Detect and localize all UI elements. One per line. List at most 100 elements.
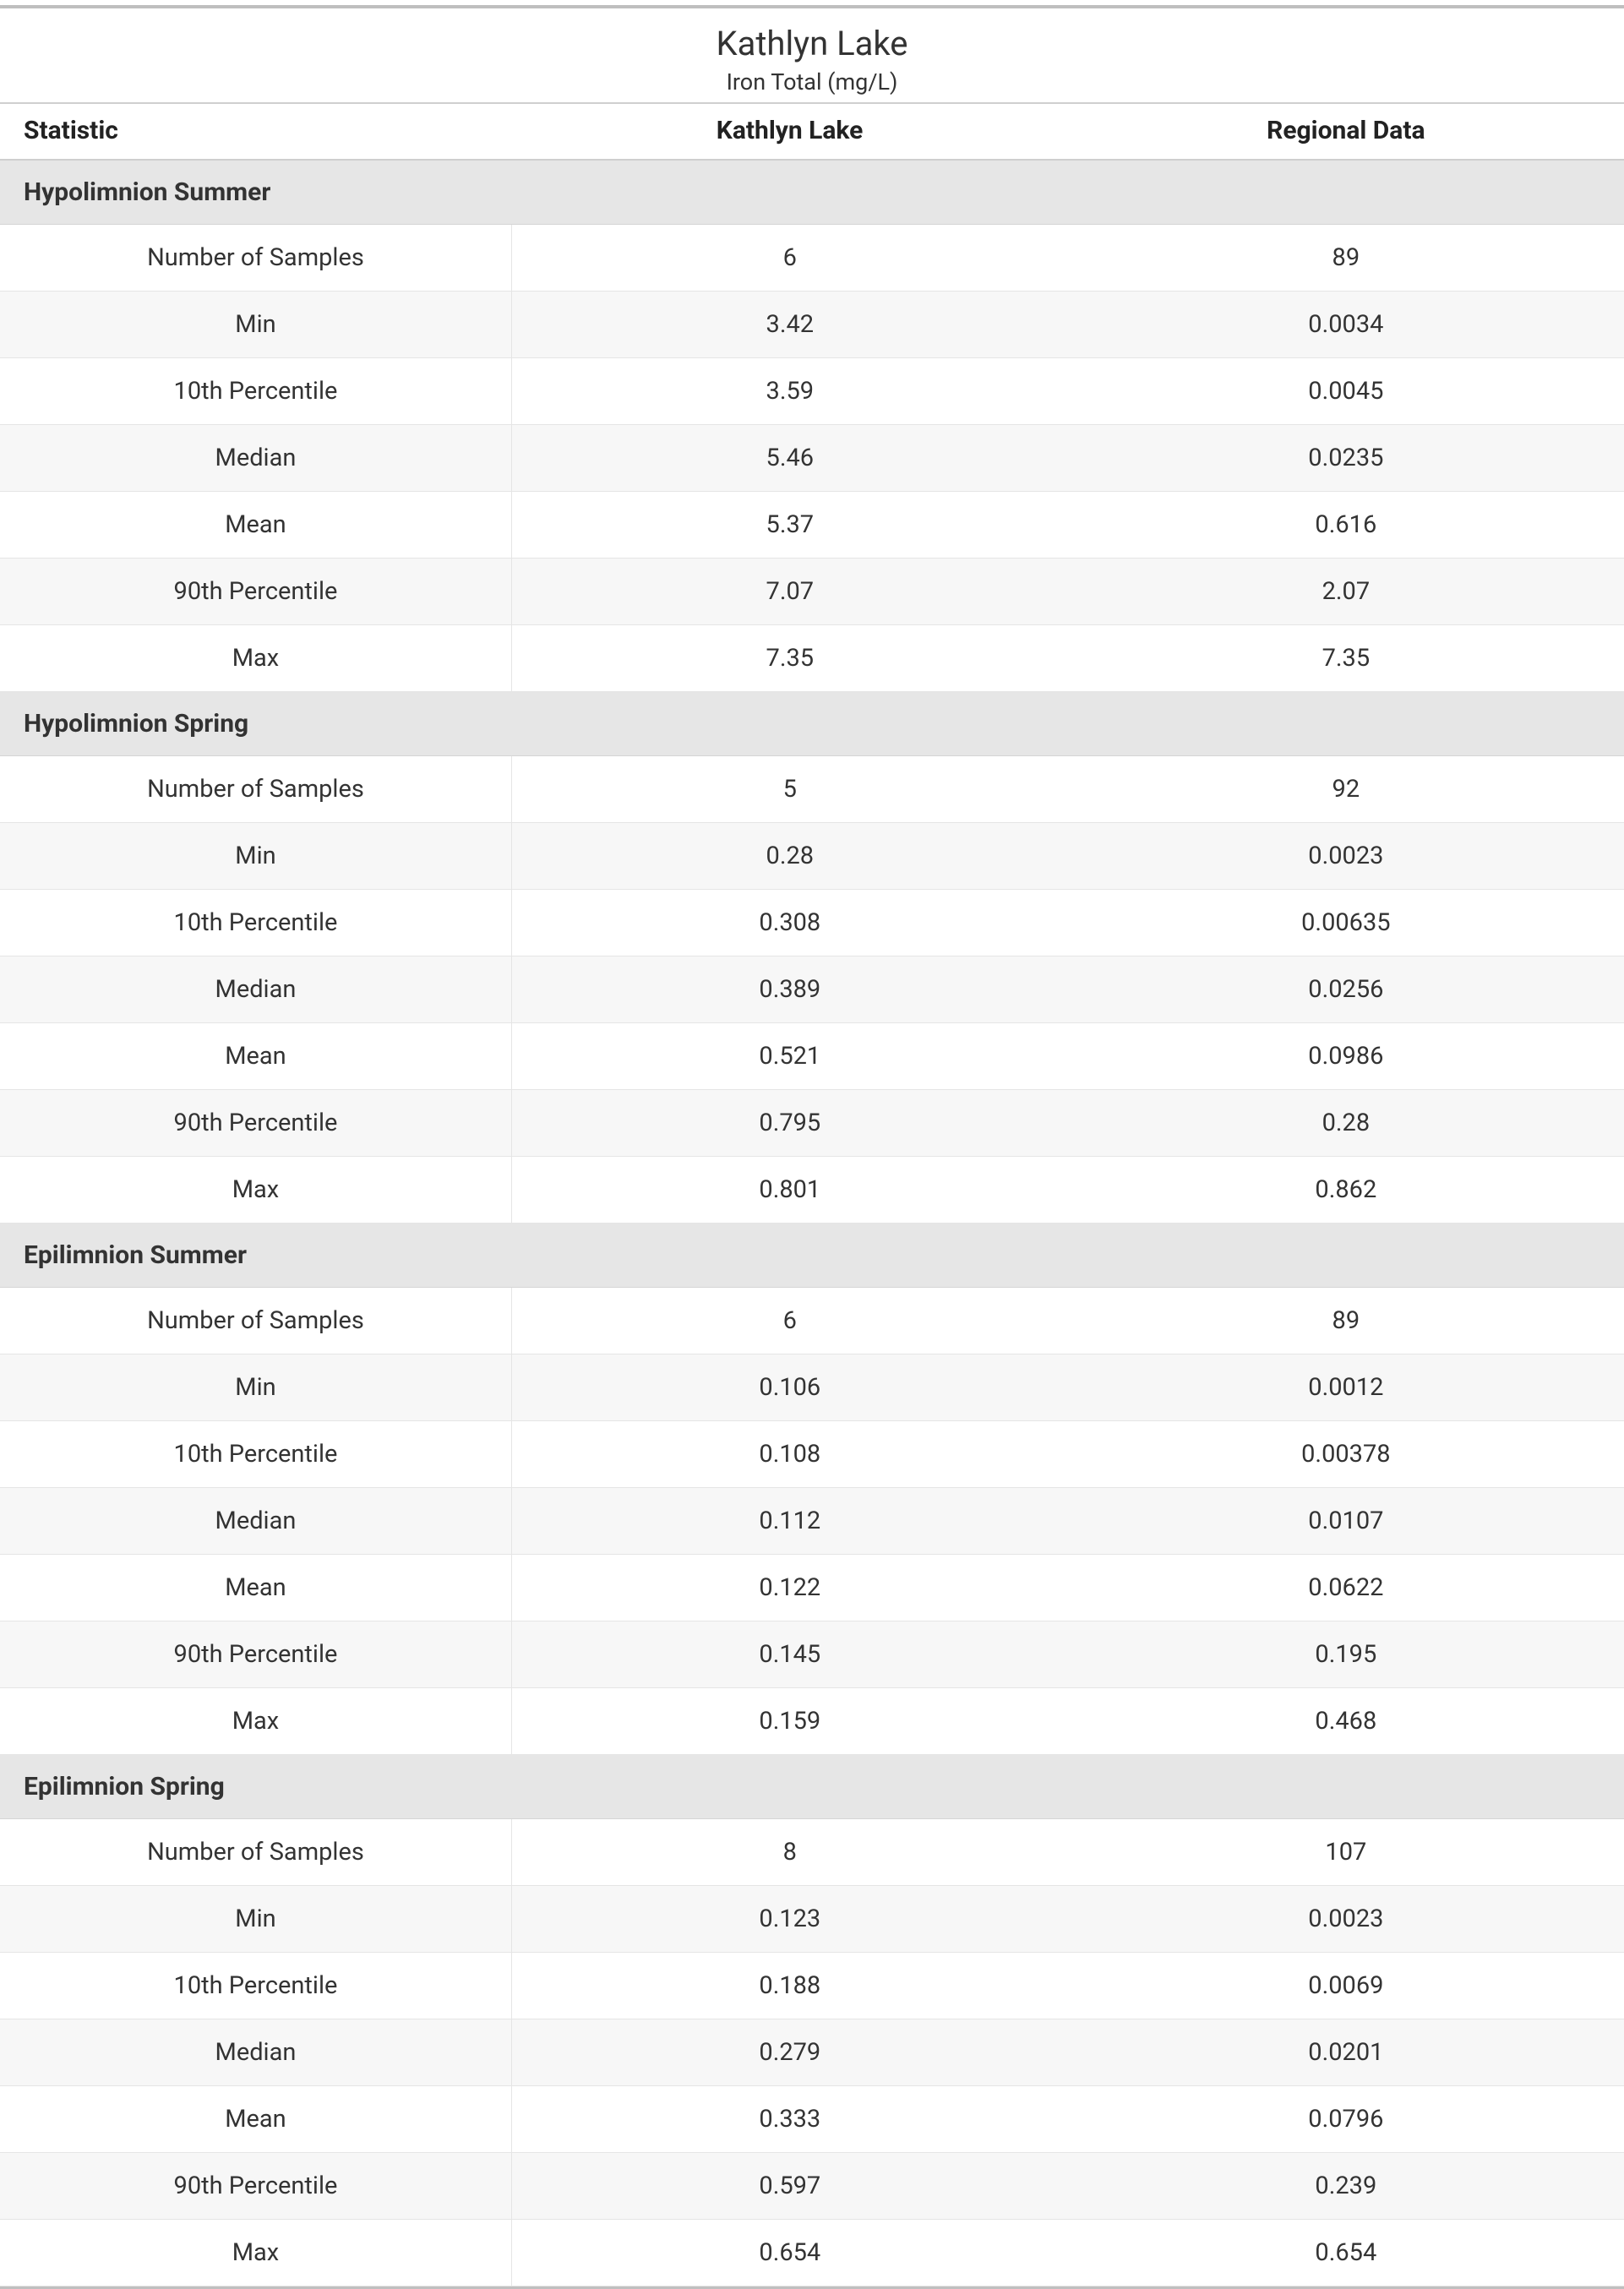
- site-value-cell: 7.35: [511, 625, 1067, 692]
- table-row: Min3.420.0034: [0, 292, 1624, 358]
- table-row: Median5.460.0235: [0, 425, 1624, 492]
- table-row: Mean5.370.616: [0, 492, 1624, 559]
- table-row: Max7.357.35: [0, 625, 1624, 692]
- stat-label-cell: Max: [0, 1688, 511, 1755]
- table-row: 90th Percentile0.1450.195: [0, 1621, 1624, 1688]
- table-row: 10th Percentile0.3080.00635: [0, 890, 1624, 956]
- regional-value-cell: 0.00378: [1068, 1421, 1624, 1488]
- table-row: Min0.280.0023: [0, 823, 1624, 890]
- table-row: 10th Percentile0.1880.0069: [0, 1953, 1624, 2019]
- site-value-cell: 0.521: [511, 1023, 1067, 1090]
- site-value-cell: 0.801: [511, 1157, 1067, 1224]
- table-row: 90th Percentile0.7950.28: [0, 1090, 1624, 1157]
- stat-label-cell: Min: [0, 823, 511, 890]
- table-row: Number of Samples689: [0, 1288, 1624, 1354]
- regional-value-cell: 0.195: [1068, 1621, 1624, 1688]
- regional-value-cell: 89: [1068, 225, 1624, 292]
- stat-label-cell: Median: [0, 2019, 511, 2086]
- table-row: Median0.1120.0107: [0, 1488, 1624, 1555]
- regional-value-cell: 0.0045: [1068, 358, 1624, 425]
- section-header-row: Hypolimnion Summer: [0, 160, 1624, 225]
- site-value-cell: 0.145: [511, 1621, 1067, 1688]
- regional-value-cell: 0.0622: [1068, 1555, 1624, 1621]
- report-subtitle: Iron Total (mg/L): [0, 68, 1624, 95]
- regional-value-cell: 0.0201: [1068, 2019, 1624, 2086]
- report-title: Kathlyn Lake: [0, 24, 1624, 63]
- regional-value-cell: 2.07: [1068, 559, 1624, 625]
- regional-value-cell: 0.0107: [1068, 1488, 1624, 1555]
- regional-value-cell: 0.0256: [1068, 956, 1624, 1023]
- site-value-cell: 0.279: [511, 2019, 1067, 2086]
- statistics-table: Statistic Kathlyn Lake Regional Data Hyp…: [0, 102, 1624, 2286]
- section-header-row: Epilimnion Summer: [0, 1224, 1624, 1288]
- stat-label-cell: 10th Percentile: [0, 890, 511, 956]
- site-value-cell: 0.389: [511, 956, 1067, 1023]
- stat-label-cell: Max: [0, 625, 511, 692]
- stat-label-cell: Number of Samples: [0, 756, 511, 823]
- section-header-cell: Epilimnion Summer: [0, 1224, 1624, 1288]
- regional-value-cell: 0.0796: [1068, 2086, 1624, 2153]
- regional-value-cell: 0.468: [1068, 1688, 1624, 1755]
- site-value-cell: 5.37: [511, 492, 1067, 559]
- section-header-cell: Hypolimnion Summer: [0, 160, 1624, 225]
- table-row: Median0.2790.0201: [0, 2019, 1624, 2086]
- site-value-cell: 5.46: [511, 425, 1067, 492]
- stat-label-cell: 10th Percentile: [0, 1953, 511, 2019]
- site-value-cell: 0.112: [511, 1488, 1067, 1555]
- regional-value-cell: 0.28: [1068, 1090, 1624, 1157]
- table-body: Hypolimnion SummerNumber of Samples689Mi…: [0, 160, 1624, 2286]
- regional-value-cell: 107: [1068, 1819, 1624, 1886]
- stat-label-cell: Max: [0, 2220, 511, 2286]
- site-value-cell: 0.108: [511, 1421, 1067, 1488]
- section-header-row: Hypolimnion Spring: [0, 692, 1624, 756]
- stat-label-cell: Min: [0, 292, 511, 358]
- stat-label-cell: Number of Samples: [0, 225, 511, 292]
- stat-label-cell: Min: [0, 1354, 511, 1421]
- site-value-cell: 5: [511, 756, 1067, 823]
- table-row: Min0.1230.0023: [0, 1886, 1624, 1953]
- site-value-cell: 0.159: [511, 1688, 1067, 1755]
- stat-label-cell: Mean: [0, 1023, 511, 1090]
- stat-label-cell: Min: [0, 1886, 511, 1953]
- col-header-regional: Regional Data: [1068, 103, 1624, 160]
- section-header-cell: Epilimnion Spring: [0, 1755, 1624, 1819]
- table-row: 10th Percentile3.590.0045: [0, 358, 1624, 425]
- table-row: Median0.3890.0256: [0, 956, 1624, 1023]
- site-value-cell: 0.795: [511, 1090, 1067, 1157]
- table-row: Number of Samples592: [0, 756, 1624, 823]
- table-row: Mean0.1220.0622: [0, 1555, 1624, 1621]
- title-block: Kathlyn Lake Iron Total (mg/L): [0, 8, 1624, 102]
- site-value-cell: 0.123: [511, 1886, 1067, 1953]
- stat-label-cell: 90th Percentile: [0, 1621, 511, 1688]
- stat-label-cell: Number of Samples: [0, 1819, 511, 1886]
- table-row: Max0.6540.654: [0, 2220, 1624, 2286]
- report-container: Kathlyn Lake Iron Total (mg/L) Statistic…: [0, 5, 1624, 2289]
- regional-value-cell: 0.0235: [1068, 425, 1624, 492]
- regional-value-cell: 0.0012: [1068, 1354, 1624, 1421]
- site-value-cell: 0.597: [511, 2153, 1067, 2220]
- section-header-row: Epilimnion Spring: [0, 1755, 1624, 1819]
- stat-label-cell: 90th Percentile: [0, 2153, 511, 2220]
- table-row: Max0.1590.468: [0, 1688, 1624, 1755]
- stat-label-cell: Max: [0, 1157, 511, 1224]
- table-row: 90th Percentile0.5970.239: [0, 2153, 1624, 2220]
- stat-label-cell: Mean: [0, 492, 511, 559]
- stat-label-cell: 10th Percentile: [0, 1421, 511, 1488]
- site-value-cell: 6: [511, 225, 1067, 292]
- regional-value-cell: 0.654: [1068, 2220, 1624, 2286]
- stat-label-cell: Mean: [0, 1555, 511, 1621]
- site-value-cell: 0.28: [511, 823, 1067, 890]
- site-value-cell: 0.122: [511, 1555, 1067, 1621]
- section-header-cell: Hypolimnion Spring: [0, 692, 1624, 756]
- regional-value-cell: 0.0069: [1068, 1953, 1624, 2019]
- table-row: 90th Percentile7.072.07: [0, 559, 1624, 625]
- table-row: Mean0.5210.0986: [0, 1023, 1624, 1090]
- site-value-cell: 0.654: [511, 2220, 1067, 2286]
- regional-value-cell: 0.0023: [1068, 1886, 1624, 1953]
- stat-label-cell: Median: [0, 425, 511, 492]
- site-value-cell: 0.188: [511, 1953, 1067, 2019]
- site-value-cell: 0.333: [511, 2086, 1067, 2153]
- stat-label-cell: Median: [0, 956, 511, 1023]
- site-value-cell: 3.59: [511, 358, 1067, 425]
- regional-value-cell: 0.0986: [1068, 1023, 1624, 1090]
